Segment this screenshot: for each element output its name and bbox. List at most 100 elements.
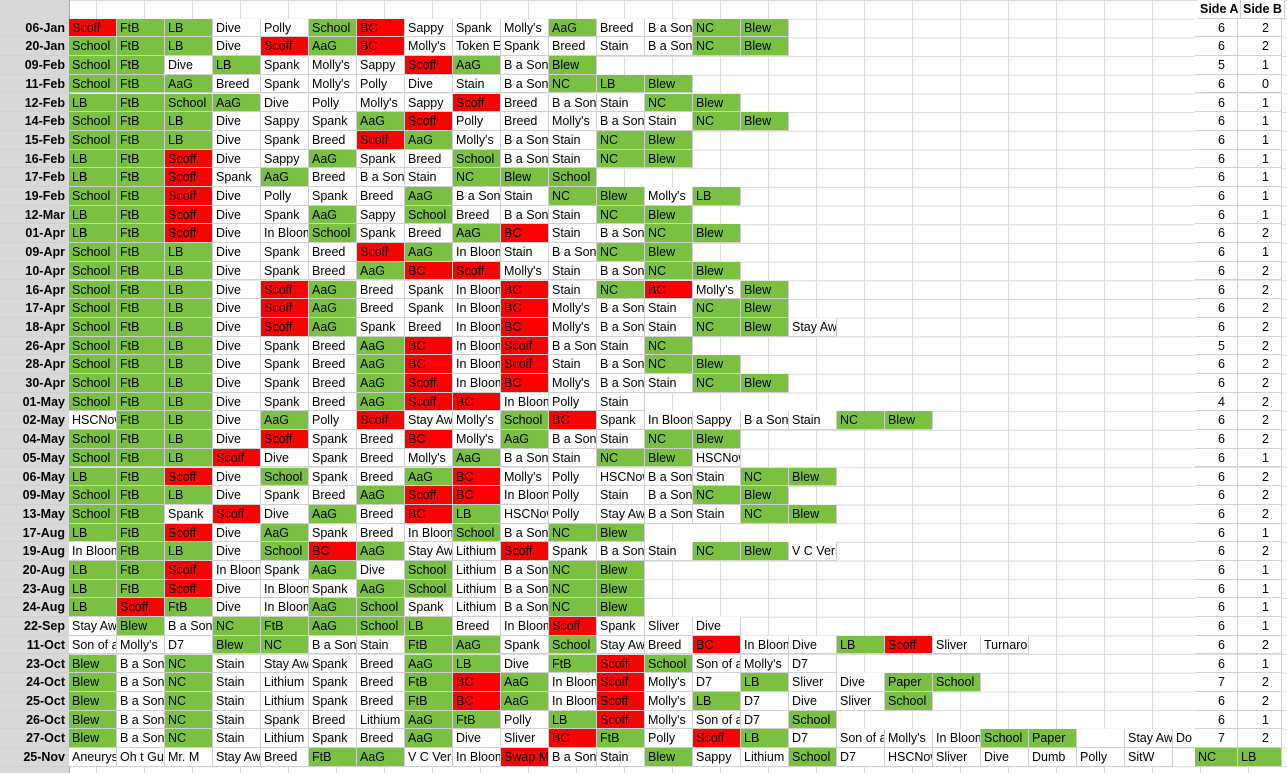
song-cell[interactable]: Scoff <box>405 56 453 75</box>
song-cell[interactable]: HSCNow <box>885 748 933 767</box>
song-cell[interactable]: Stain <box>357 635 405 655</box>
song-cell[interactable]: HSCNow <box>69 411 117 431</box>
side-a-count[interactable]: 6 <box>1195 411 1238 431</box>
song-cell[interactable]: Molly's <box>453 430 501 449</box>
song-cell[interactable]: B a Son <box>597 542 645 561</box>
song-cell[interactable]: School <box>69 261 117 281</box>
song-cell[interactable]: B a Son <box>597 224 645 244</box>
song-cell[interactable]: Dive <box>693 617 741 636</box>
song-cell[interactable]: Dive <box>165 56 213 75</box>
row-date[interactable]: 06-Jan <box>0 18 68 38</box>
side-b-count[interactable]: 1 <box>1238 579 1282 599</box>
song-cell[interactable]: LB <box>69 579 117 599</box>
song-cell[interactable]: FtB <box>117 374 165 393</box>
side-b-count[interactable]: 2 <box>1238 317 1282 337</box>
song-cell[interactable]: School <box>69 299 117 318</box>
song-cell[interactable]: School <box>405 205 453 225</box>
song-cell[interactable]: Polly <box>1077 748 1125 767</box>
song-cell[interactable]: Spank <box>309 430 357 449</box>
song-cell[interactable]: Spank <box>261 486 309 505</box>
song-cell[interactable]: AaG <box>309 317 357 337</box>
row-date[interactable]: 25-Nov <box>0 748 68 767</box>
song-cell[interactable]: NC <box>165 673 213 692</box>
song-cell[interactable]: BC <box>405 430 453 449</box>
song-cell[interactable]: Spank <box>261 374 309 393</box>
song-cell[interactable]: Spank <box>309 729 357 748</box>
song-cell[interactable]: Molly's <box>645 673 693 692</box>
song-cell[interactable]: NC <box>213 617 261 636</box>
song-cell[interactable]: Blew <box>645 243 693 262</box>
song-cell[interactable]: Breed <box>453 617 501 636</box>
song-cell[interactable]: Blew <box>693 430 741 449</box>
song-cell[interactable]: Dive <box>213 467 261 487</box>
song-cell[interactable]: NC <box>453 168 501 187</box>
side-b-count[interactable]: 1 <box>1238 205 1282 225</box>
song-cell[interactable]: FtB <box>117 504 165 524</box>
song-cell[interactable]: Dive <box>213 112 261 131</box>
song-cell[interactable]: Blew <box>789 504 837 524</box>
side-b-count[interactable]: 1 <box>1238 149 1282 169</box>
side-a-count[interactable]: 6 <box>1195 542 1238 561</box>
song-cell[interactable]: AaG <box>357 374 405 393</box>
side-a-count[interactable]: 6 <box>1195 467 1238 487</box>
song-cell[interactable]: Spank <box>309 187 357 206</box>
song-cell[interactable]: School <box>69 74 117 94</box>
song-cell[interactable]: NC <box>165 654 213 674</box>
song-cell[interactable]: SitW <box>1125 748 1173 767</box>
song-cell[interactable]: FtB <box>117 261 165 281</box>
song-cell[interactable]: FtB <box>117 411 165 431</box>
song-cell[interactable]: School <box>69 355 117 374</box>
side-a-count[interactable]: 6 <box>1195 430 1238 449</box>
song-cell[interactable]: School <box>453 149 501 169</box>
song-cell[interactable]: Blew <box>597 561 645 580</box>
side-a-count[interactable]: 6 <box>1195 523 1238 543</box>
song-cell[interactable]: LB <box>69 561 117 580</box>
song-cell[interactable]: Dive <box>213 18 261 38</box>
song-cell[interactable]: Scoff <box>597 710 645 730</box>
song-cell[interactable]: Swap Meet <box>501 748 549 767</box>
song-cell[interactable]: Polly <box>309 411 357 431</box>
song-cell[interactable]: BC <box>405 336 453 356</box>
row-date[interactable]: 12-Feb <box>0 93 68 113</box>
song-cell[interactable]: Scoff <box>165 187 213 206</box>
song-cell[interactable]: In Bloom <box>261 598 309 618</box>
song-cell[interactable]: AaG <box>309 598 357 618</box>
song-cell[interactable]: Breed <box>357 187 405 206</box>
song-cell[interactable]: Spank <box>501 635 549 655</box>
song-cell[interactable]: Blew <box>597 579 645 599</box>
song-cell[interactable]: Lithium <box>453 561 501 580</box>
side-a-count[interactable]: 6 <box>1195 74 1238 94</box>
row-date[interactable]: 17-Feb <box>0 168 68 187</box>
song-cell[interactable]: Molly's <box>645 710 693 730</box>
song-cell[interactable]: BC <box>357 37 405 57</box>
song-cell[interactable]: BC <box>549 729 597 748</box>
song-cell[interactable] <box>1077 729 1125 748</box>
song-cell[interactable]: Spank <box>261 243 309 262</box>
song-cell[interactable]: B a Son <box>597 112 645 131</box>
row-date[interactable]: 20-Jan <box>0 37 68 57</box>
song-cell[interactable]: Polly <box>549 504 597 524</box>
song-cell[interactable]: Dumb <box>1029 748 1077 767</box>
song-cell[interactable]: LB <box>165 130 213 150</box>
song-cell[interactable]: LB <box>165 486 213 505</box>
song-cell[interactable]: FtB <box>117 112 165 131</box>
song-cell[interactable]: School <box>69 130 117 150</box>
song-cell[interactable]: School <box>789 710 837 730</box>
row-date[interactable]: 17-Aug <box>0 523 68 543</box>
song-cell[interactable]: Son of a <box>69 635 117 655</box>
song-cell[interactable]: School <box>165 93 213 113</box>
song-cell[interactable]: Stain <box>501 243 549 262</box>
song-cell[interactable]: Stain <box>213 729 261 748</box>
song-cell[interactable]: AaG <box>309 37 357 57</box>
side-b-count[interactable]: 1 <box>1238 523 1282 543</box>
song-cell[interactable]: Stain <box>501 187 549 206</box>
song-cell[interactable]: Stain <box>549 448 597 468</box>
side-a-count[interactable]: 6 <box>1195 504 1238 524</box>
song-cell[interactable]: Scoff <box>405 374 453 393</box>
song-cell[interactable]: FtB <box>117 561 165 580</box>
song-cell[interactable]: Scoff <box>357 130 405 150</box>
song-cell[interactable]: Breed <box>357 691 405 711</box>
song-cell[interactable]: FtB <box>117 579 165 599</box>
song-cell[interactable]: Spank <box>309 467 357 487</box>
row-date[interactable]: 24-Oct <box>0 673 68 692</box>
